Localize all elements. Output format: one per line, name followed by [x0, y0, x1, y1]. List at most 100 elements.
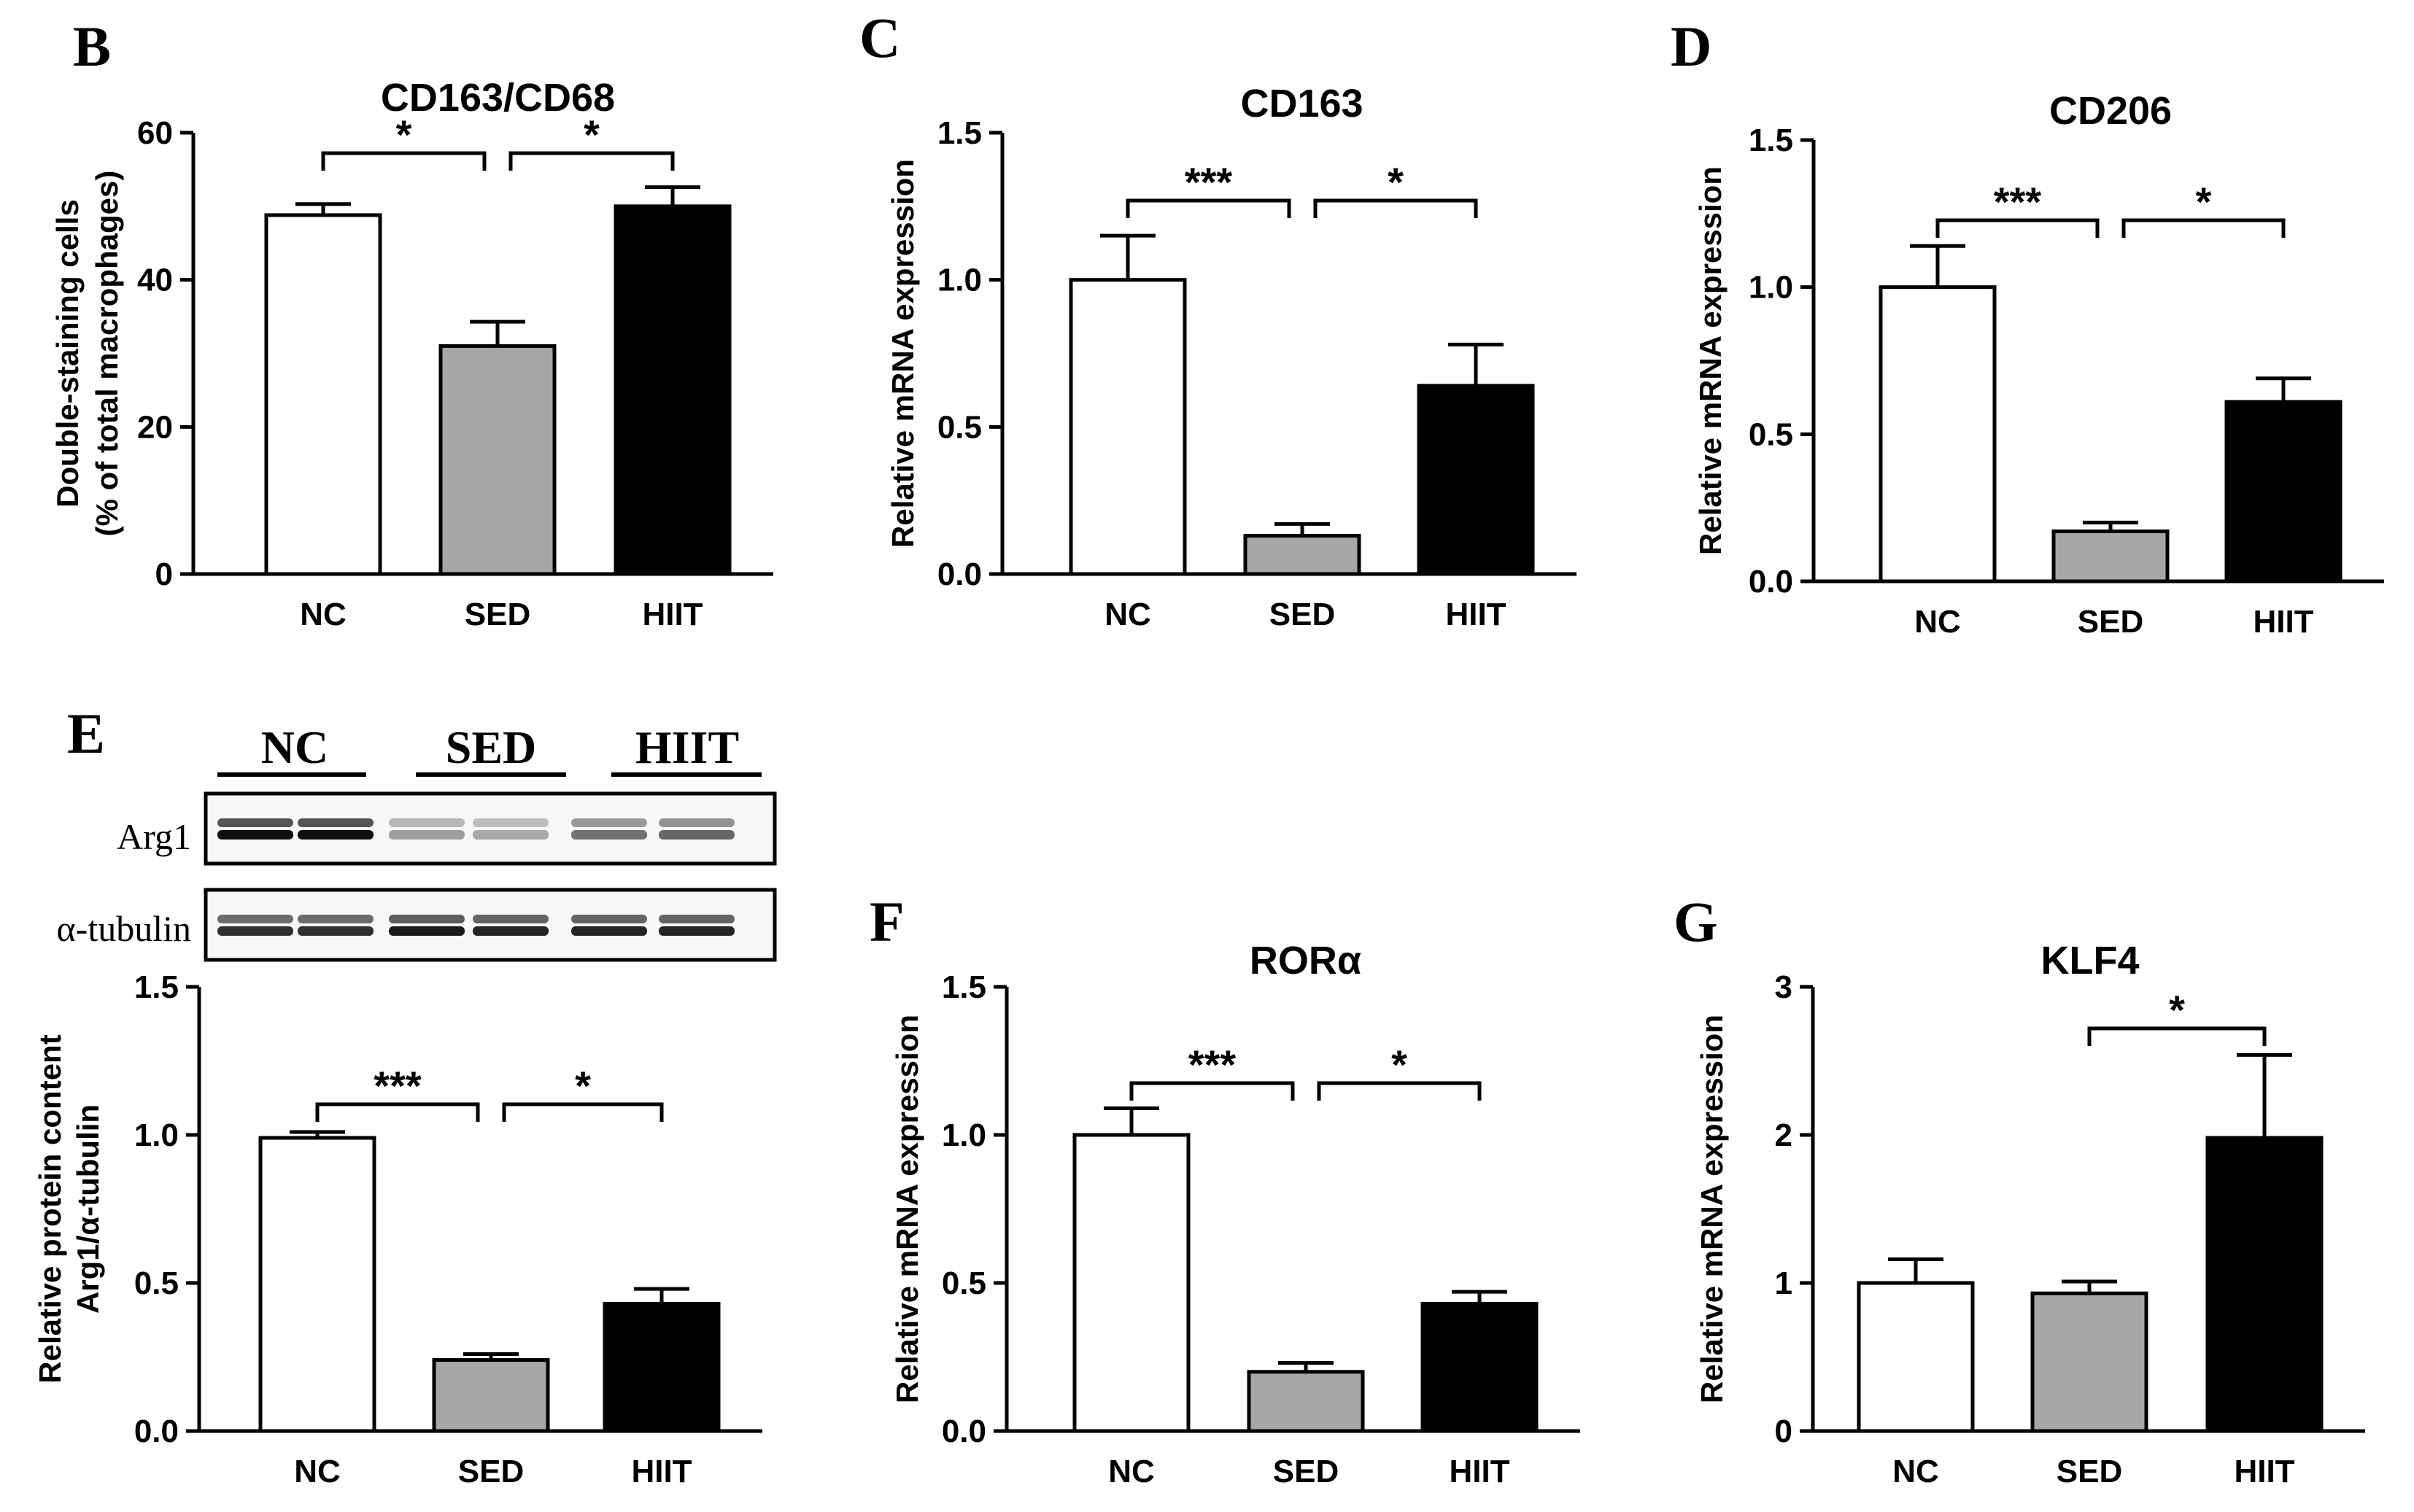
y-axis-label: Relative mRNA expression	[1695, 1015, 1729, 1403]
x-tick-label: SED	[1269, 597, 1335, 632]
y-tick-label: 60	[137, 115, 173, 151]
x-tick-label: SED	[465, 597, 530, 632]
wb-band-lower	[217, 830, 293, 840]
x-tick-label: NC	[1914, 604, 1961, 640]
wb-band-upper	[217, 915, 293, 923]
y-tick-label: 40	[137, 263, 173, 298]
panel-label-C: C	[859, 6, 900, 69]
significance-bracket	[1126, 198, 1291, 218]
bar-SED	[432, 1358, 550, 1433]
y-axis-label: Relative mRNA expression	[886, 159, 920, 548]
chart-KLF4: KLF4 Relative mRNA expression 0 1 2 3 NC SED HII…	[1695, 939, 2365, 1489]
significance-label: *	[396, 112, 412, 158]
chart-CD163: CD163 Relative mRNA expression 0.0 0.5 1.0 1.…	[886, 82, 1577, 632]
bar-NC	[1069, 278, 1187, 576]
y-axis-label: (% of total macrophages)	[90, 171, 124, 537]
wb-band-upper	[659, 915, 735, 923]
y-tick-label: 0.5	[937, 409, 982, 445]
bar-NC	[1879, 285, 1997, 584]
significance-label: *	[575, 1063, 591, 1109]
significance-bracket	[508, 151, 675, 171]
chart-CD206: CD206 Relative mRNA expression 0.0 0.5 1.0 1.…	[1693, 89, 2384, 640]
wb-band-lower	[473, 830, 549, 840]
y-tick-label: 0.5	[1749, 416, 1793, 452]
significance-label: ***	[1188, 1042, 1237, 1088]
y-tick-label: 0.0	[1749, 564, 1793, 600]
y-tick-label: 1.0	[942, 1117, 986, 1153]
x-tick-label: SED	[2057, 1454, 2122, 1489]
wb-bands-arg1	[217, 818, 735, 840]
bar-NC	[1072, 1133, 1191, 1433]
bar-HIIT	[1420, 1301, 1539, 1433]
wb-bands-tubulin	[217, 915, 735, 936]
x-tick-label: NC	[294, 1454, 341, 1489]
chart-title: CD163	[1240, 82, 1363, 125]
significance-bracket	[321, 151, 487, 171]
wb-group-HIIT: HIIT	[611, 721, 762, 777]
bar-NC	[264, 213, 382, 576]
significance-label: ***	[1994, 179, 2042, 225]
wb-band-lower	[389, 926, 465, 936]
significance-label: *	[1391, 1042, 1407, 1088]
bar-SED	[438, 344, 557, 576]
chart-RORa: RORα Relative mRNA expression 0.0 0.5 1.0 1.5…	[890, 939, 1580, 1489]
wb-band-lower	[571, 830, 647, 840]
y-tick-label: 1.0	[937, 263, 982, 298]
x-tick-label: NC	[1108, 1454, 1155, 1489]
bar-NC	[258, 1136, 376, 1433]
y-tick-label: 0	[155, 557, 173, 592]
y-tick-label: 3	[1775, 969, 1792, 1005]
wb-band-lower	[389, 830, 465, 840]
significance-label: *	[2196, 179, 2212, 225]
significance-bracket	[502, 1102, 664, 1122]
panel-label-G: G	[1674, 890, 1718, 953]
y-tick-label: 0.5	[942, 1265, 986, 1301]
wb-band-upper	[659, 818, 735, 827]
y-axis-label: Relative mRNA expression	[1693, 166, 1728, 555]
wb-band-upper	[571, 915, 647, 923]
chart-title: CD163/CD68	[381, 76, 615, 120]
bar-NC	[1857, 1281, 1975, 1433]
bar-SED	[1243, 534, 1361, 576]
y-axis-label: Relative mRNA expression	[890, 1015, 924, 1403]
significance-bracket	[2121, 218, 2286, 238]
wb-group-label: SED	[446, 721, 537, 773]
wb-band-lower	[217, 926, 293, 936]
y-tick-label: 0	[1775, 1414, 1792, 1449]
chart-title: CD206	[2049, 89, 2172, 133]
y-tick-label: 20	[137, 409, 173, 445]
y-tick-label: 1.5	[942, 969, 986, 1005]
wb-band-lower	[659, 830, 735, 840]
bar-HIIT	[1417, 384, 1535, 576]
wb-band-upper	[571, 818, 647, 827]
wb-band-upper	[298, 915, 374, 923]
bar-HIIT	[2224, 400, 2343, 584]
bar-SED	[1247, 1370, 1365, 1433]
wb-band-lower	[473, 926, 549, 936]
wb-band-upper	[298, 818, 374, 827]
x-tick-label: NC	[1105, 597, 1151, 632]
western-blot: NC SED HIIT Arg1 α-tubulin	[56, 721, 777, 962]
x-tick-label: HIIT	[2234, 1454, 2294, 1489]
y-tick-label: 1.5	[134, 969, 179, 1005]
y-tick-label: 1.5	[937, 115, 982, 151]
wb-band-upper	[389, 915, 465, 923]
wb-band-upper	[389, 818, 465, 827]
wb-row-label: Arg1	[117, 816, 191, 857]
x-tick-label: HIIT	[642, 597, 703, 632]
significance-bracket	[1317, 1081, 1482, 1101]
y-axis-label: Relative protein content	[33, 1034, 67, 1383]
panel-label-F: F	[870, 890, 905, 953]
y-tick-label: 1	[1775, 1265, 1792, 1301]
wb-band-lower	[298, 926, 374, 936]
significance-bracket	[1935, 218, 2100, 238]
x-tick-label: NC	[1892, 1454, 1939, 1489]
bar-HIIT	[614, 204, 732, 576]
significance-bracket	[315, 1102, 480, 1122]
significance-label: *	[2169, 987, 2185, 1033]
wb-membrane-arg1	[204, 791, 777, 866]
y-axis-label: Arg1/α-tubulin	[71, 1104, 105, 1314]
x-tick-label: HIIT	[1445, 597, 1506, 632]
panel-label-E: E	[67, 702, 105, 765]
